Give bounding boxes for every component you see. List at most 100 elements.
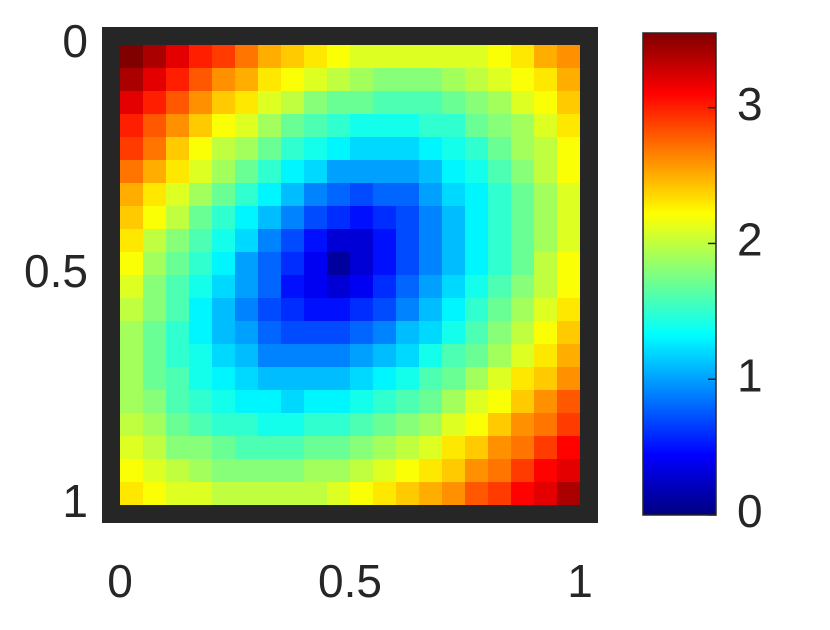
heatmap-cell	[189, 436, 213, 460]
heatmap-cell	[534, 436, 558, 460]
heatmap-cell	[557, 137, 581, 161]
heatmap-cell	[511, 45, 535, 69]
heatmap-cell	[465, 482, 489, 506]
heatmap-cell	[557, 183, 581, 207]
colorbar-tick-label: 2	[737, 214, 763, 266]
heatmap-cell	[166, 344, 190, 368]
heatmap-cell	[304, 91, 328, 115]
heatmap-cell	[350, 344, 374, 368]
heatmap-cell	[189, 114, 213, 138]
heatmap-cell	[534, 91, 558, 115]
heatmap-cell	[304, 436, 328, 460]
heatmap-cell	[350, 367, 374, 391]
heatmap-cell	[235, 390, 259, 414]
heatmap-cell	[419, 206, 443, 230]
heatmap-cell	[373, 390, 397, 414]
heatmap-cell	[143, 137, 167, 161]
heatmap-cell	[419, 160, 443, 184]
heatmap-cell	[465, 45, 489, 69]
heatmap-cell	[373, 459, 397, 483]
heatmap-cell	[327, 321, 351, 345]
heatmap-cell	[166, 275, 190, 299]
heatmap-cell	[120, 68, 144, 92]
heatmap-cell	[488, 321, 512, 345]
heatmap-cell	[373, 436, 397, 460]
heatmap-cell	[235, 68, 259, 92]
heatmap-cell	[143, 229, 167, 253]
heatmap-cell	[258, 45, 282, 69]
heatmap-cell	[189, 252, 213, 276]
heatmap-cell	[442, 206, 466, 230]
heatmap-cell	[304, 68, 328, 92]
heatmap-cell	[442, 436, 466, 460]
heatmap-cell	[212, 114, 236, 138]
heatmap-cell	[442, 68, 466, 92]
heatmap-cell	[373, 298, 397, 322]
heatmap-cell	[511, 114, 535, 138]
heatmap-cell	[258, 114, 282, 138]
heatmap-cell	[166, 459, 190, 483]
heatmap-cell	[534, 183, 558, 207]
heatmap-cell	[327, 45, 351, 69]
heatmap-cell	[373, 252, 397, 276]
heatmap-cell	[143, 114, 167, 138]
heatmap-cell	[442, 45, 466, 69]
heatmap-cell	[488, 45, 512, 69]
heatmap-cell	[442, 482, 466, 506]
heatmap-cell	[143, 482, 167, 506]
heatmap-cell	[419, 367, 443, 391]
heatmap-cell	[258, 68, 282, 92]
heatmap-cell	[511, 459, 535, 483]
heatmap-cell	[235, 367, 259, 391]
heatmap-cell	[465, 321, 489, 345]
heatmap-cell	[442, 321, 466, 345]
heatmap-cell	[212, 275, 236, 299]
heatmap-cell	[511, 275, 535, 299]
heatmap-cell	[143, 206, 167, 230]
heatmap-cell	[189, 275, 213, 299]
heatmap-cell	[166, 413, 190, 437]
heatmap-cell	[281, 275, 305, 299]
heatmap-cell	[212, 321, 236, 345]
heatmap-cell	[258, 183, 282, 207]
heatmap-cell	[120, 45, 144, 69]
heatmap-cell	[488, 344, 512, 368]
heatmap-cell	[281, 298, 305, 322]
heatmap-cell	[373, 160, 397, 184]
heatmap-cell	[327, 482, 351, 506]
heatmap-cell	[327, 298, 351, 322]
colorbar	[642, 32, 717, 516]
heatmap-cell	[350, 68, 374, 92]
heatmap-cell	[281, 390, 305, 414]
heatmap-cell	[534, 137, 558, 161]
heatmap-cell	[304, 114, 328, 138]
heatmap-cell	[281, 229, 305, 253]
heatmap-cell	[557, 206, 581, 230]
heatmap-cell	[281, 436, 305, 460]
heatmap-cell	[143, 183, 167, 207]
heatmap-cell	[396, 482, 420, 506]
heatmap-cell	[373, 275, 397, 299]
heatmap-cell	[304, 183, 328, 207]
heatmap-cell	[465, 436, 489, 460]
heatmap-cell	[534, 160, 558, 184]
heatmap-cell	[442, 459, 466, 483]
heatmap-cell	[166, 137, 190, 161]
heatmap-cell	[373, 114, 397, 138]
heatmap-cell	[488, 229, 512, 253]
heatmap-cell	[534, 321, 558, 345]
heatmap-cell	[396, 68, 420, 92]
heatmap-cell	[419, 298, 443, 322]
heatmap-cell	[373, 321, 397, 345]
heatmap-cell	[166, 367, 190, 391]
heatmap-cell	[212, 137, 236, 161]
heatmap-cell	[327, 229, 351, 253]
heatmap-cell	[258, 367, 282, 391]
heatmap-cell	[166, 183, 190, 207]
heatmap-cell	[419, 252, 443, 276]
heatmap-cell	[143, 436, 167, 460]
heatmap-cell	[373, 229, 397, 253]
heatmap-cell	[442, 160, 466, 184]
heatmap-cell	[235, 252, 259, 276]
heatmap-cell	[557, 275, 581, 299]
